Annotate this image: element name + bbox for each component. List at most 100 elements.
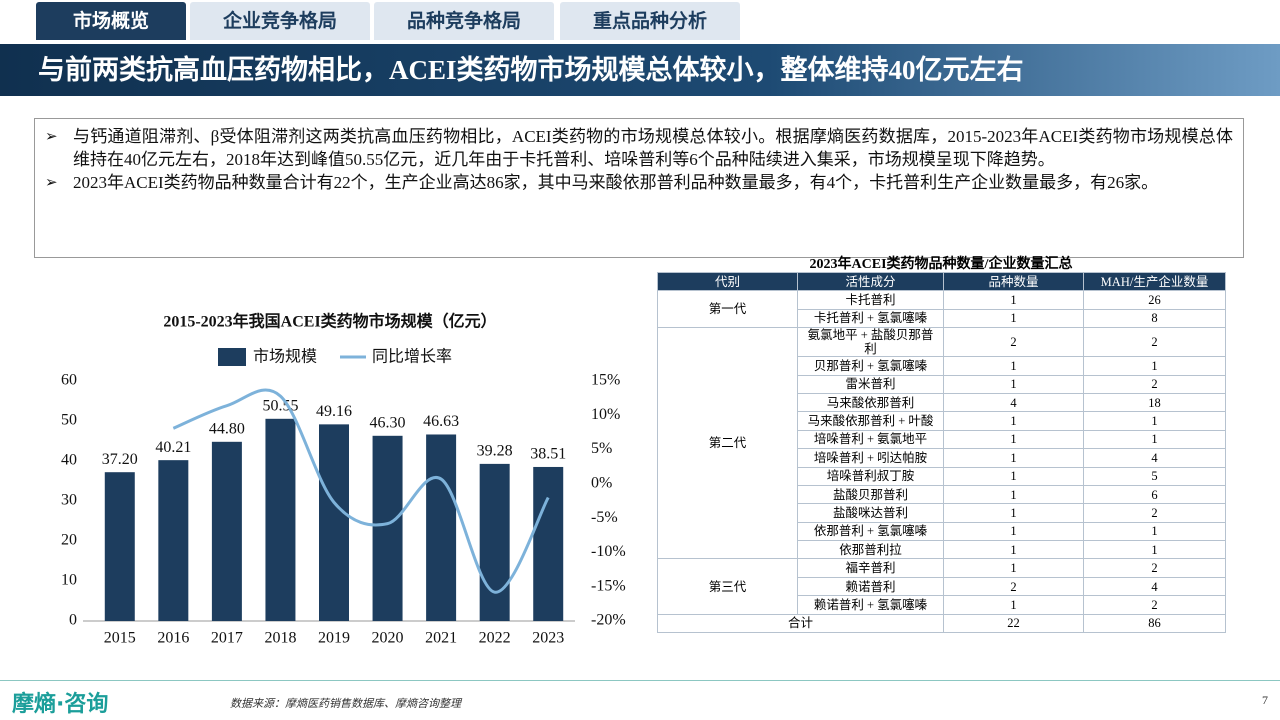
- cell: 雷米普利: [797, 374, 944, 394]
- table-row: 盐酸咪达普利 1 2: [658, 503, 1226, 523]
- cell: 1: [1083, 521, 1226, 542]
- data-label: 44.80: [209, 420, 245, 437]
- group-cell: 第二代: [657, 327, 798, 560]
- y-tick-label: 40: [61, 452, 77, 469]
- table-row: 依那普利 + 氢氯噻嗪 1 1: [658, 521, 1226, 542]
- cell: 2: [1083, 503, 1226, 523]
- bar: [158, 460, 189, 621]
- cell: 1: [943, 484, 1084, 505]
- cell: 盐酸贝那普利: [797, 484, 944, 505]
- tab[interactable]: 品种竞争格局: [374, 2, 554, 40]
- chart-title: 2015-2023年我国ACEI类药物市场规模（亿元）: [163, 312, 496, 331]
- y2-tick-label: 10%: [591, 406, 620, 423]
- bar: [211, 441, 242, 621]
- header-row: 代别 活性成分 品种数量 MAH/生产企业数量: [657, 271, 1226, 292]
- cell: 1: [943, 540, 1084, 560]
- x-tick-label: 2020: [372, 630, 404, 645]
- group-cell: 第三代: [657, 558, 798, 615]
- bar: [104, 472, 135, 621]
- cell: 1: [943, 521, 1084, 542]
- cell: 赖诺普利: [797, 576, 944, 597]
- cell: 26: [1083, 290, 1226, 310]
- cell: 培哚普利 + 吲达帕胺: [797, 448, 944, 468]
- cell: 福辛普利: [797, 558, 944, 578]
- cell: 卡托普利 + 氢氯噻嗪: [797, 308, 944, 329]
- table-row: 培哚普利 + 吲达帕胺 1 4: [658, 448, 1226, 468]
- header-cell: 代别: [657, 271, 798, 292]
- data-label: 38.51: [530, 446, 566, 463]
- table-row: 盐酸贝那普利 1 6: [658, 484, 1226, 505]
- header-cell: 活性成分: [797, 271, 944, 292]
- y2-tick-label: 5%: [591, 440, 612, 457]
- cell: 1: [943, 411, 1084, 431]
- cell: 1: [943, 595, 1084, 615]
- tab[interactable]: 市场概览: [36, 2, 186, 40]
- y2-tick-label: 15%: [591, 372, 620, 389]
- x-tick-label: 2019: [318, 630, 350, 645]
- x-tick-label: 2018: [264, 630, 296, 645]
- table: 代别 活性成分 品种数量 MAH/生产企业数量 第一代 卡托普利 1 26 卡托普利 + 氢氯…: [657, 271, 1226, 634]
- logo: 摩熵·咨询: [12, 692, 109, 717]
- cell: 22: [943, 613, 1084, 634]
- data-label: 49.16: [316, 403, 352, 420]
- bullet: 2023年ACEI类药物品种数量合计有22个，生产企业高达86家，其中马来酸依那…: [45, 171, 1233, 194]
- x-tick-label: 2022: [479, 630, 511, 645]
- cell: 8: [1083, 308, 1226, 329]
- total-row: 合计 22 86: [657, 613, 1226, 634]
- y-tick-label: 10: [61, 572, 77, 589]
- group-cell: 第一代: [657, 290, 798, 329]
- bar: [319, 424, 349, 621]
- y2-tick-label: -15%: [591, 577, 626, 594]
- data-label: 46.30: [370, 414, 406, 431]
- source-note: 数据来源：摩熵医药销售数据库、摩熵咨询整理: [230, 698, 461, 710]
- cell: 1: [943, 290, 1084, 310]
- bar: [426, 434, 457, 621]
- data-label: 37.20: [102, 451, 138, 468]
- cell: 6: [1083, 484, 1226, 505]
- cell: 马来酸依那普利: [797, 392, 944, 413]
- cell: 1: [1083, 429, 1226, 450]
- cell: 18: [1083, 392, 1226, 413]
- tab[interactable]: 重点品种分析: [560, 2, 740, 40]
- y2-tick-label: 0%: [591, 475, 612, 492]
- tab[interactable]: 企业竞争格局: [190, 2, 370, 40]
- cell: 2: [1083, 374, 1226, 394]
- cell: 1: [1083, 540, 1226, 560]
- table-row: 贝那普利 + 氢氯噻嗪 1 1: [658, 356, 1226, 376]
- y2-tick-label: -5%: [591, 509, 618, 526]
- table-row: 马来酸依那普利 4 18: [658, 392, 1226, 413]
- cell: 氨氯地平 + 盐酸贝那普利: [797, 327, 944, 358]
- x-tick-label: 2023: [532, 630, 564, 645]
- cell: 2: [1083, 558, 1226, 578]
- x-tick-label: 2016: [157, 630, 189, 645]
- y-tick-label: 0: [69, 612, 77, 629]
- cell: 1: [943, 308, 1084, 329]
- cell: 1: [943, 356, 1084, 376]
- bar: [533, 466, 564, 621]
- slide-title: 与前两类抗高血压药物相比，ACEI类药物市场规模总体较小，整体维持40亿元左右: [0, 44, 1280, 96]
- legend-swatch: [218, 348, 246, 366]
- bullet: 与钙通道阻滞剂、β受体阻滞剂这两类抗高血压药物相比，ACEI类药物的市场规模总体…: [45, 125, 1233, 171]
- page-number: 7: [1262, 693, 1268, 707]
- cell: 1: [943, 503, 1084, 523]
- data-label: 46.63: [423, 413, 459, 430]
- cell: 2: [943, 327, 1084, 358]
- bar: [265, 418, 296, 621]
- cell: 培哚普利 + 氨氯地平: [797, 429, 944, 450]
- legend-label: 同比增长率: [372, 348, 452, 366]
- y-tick-label: 20: [61, 532, 77, 549]
- cell: 依那普利 + 氢氯噻嗪: [797, 521, 944, 542]
- cell: 2: [1083, 327, 1226, 358]
- table-row: 卡托普利 + 氢氯噻嗪 1 8: [658, 308, 1226, 329]
- x-tick-label: 2017: [211, 630, 243, 645]
- cell: 1: [1083, 411, 1226, 431]
- cell: 培哚普利叔丁胺: [797, 466, 944, 486]
- cell: 马来酸依那普利 + 叶酸: [797, 411, 944, 431]
- cell: 5: [1083, 466, 1226, 486]
- table-row: 雷米普利 1 2: [658, 374, 1226, 394]
- line: [172, 388, 550, 594]
- cell: 盐酸咪达普利: [797, 503, 944, 523]
- table-row: 第一代 卡托普利 1 26: [657, 290, 1226, 329]
- table-row: 赖诺普利 2 4: [658, 576, 1226, 597]
